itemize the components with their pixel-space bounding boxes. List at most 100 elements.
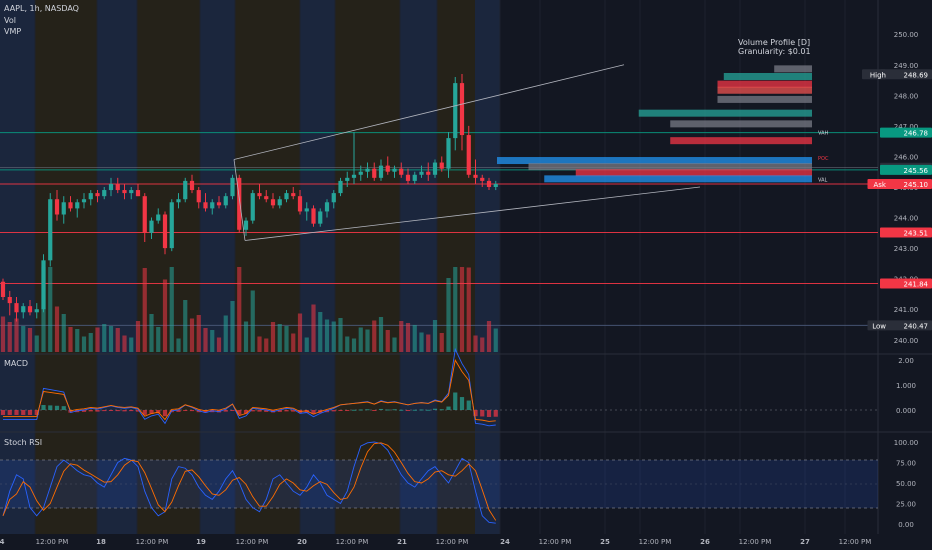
volume-bar [34,335,39,352]
candle-body [108,183,114,191]
volume-bar [351,338,357,352]
candle-body [61,202,66,215]
volume-profile-vah-label: VAH [818,131,829,137]
macd-histogram-bar [304,410,309,413]
candle-body [48,199,53,261]
macd-histogram-bar [250,410,255,412]
price-badge-value: 243.51 [904,230,929,238]
candle-body [419,171,424,175]
volume-bar [338,318,343,352]
volume-bar [81,336,87,352]
macd-tick-label: 2.00 [898,357,914,365]
volume-bar [176,338,181,352]
time-tick-label: 12:00 PM [839,538,872,546]
price-badge-label: Low [872,322,886,330]
macd-histogram-bar [149,410,154,414]
macd-histogram-bar [34,410,39,415]
volume-profile-bar [638,109,812,117]
candle-body [250,193,255,221]
time-tick-label: 12:00 PM [236,538,269,546]
price-badge [880,69,932,80]
macd-histogram-bar [88,410,93,412]
volume-bar [365,329,370,352]
volume-bar [169,267,174,352]
price-badge-value: 241.84 [904,281,929,289]
volume-bar [257,336,262,352]
candle-body [399,168,404,175]
volume-bar [372,320,377,352]
candle-body [318,211,323,224]
macd-histogram-bar [223,410,228,412]
trendline-upper [233,64,625,160]
macd-histogram-bar [61,406,66,410]
trendline-edge [233,159,246,241]
macd-histogram-bar [365,409,370,411]
stoch-rsi-label[interactable]: Stoch RSI [4,438,43,447]
volume-bar [419,332,424,352]
volume-bar [88,333,93,352]
macd-histogram-bar [466,400,471,410]
volume-bar [230,301,235,352]
volume-bar [270,322,276,352]
volume-bar [61,314,66,352]
candle-body [432,162,438,175]
macd-histogram-bar [493,410,498,417]
candle-body [459,83,465,136]
time-tick-label: 19 [196,538,206,546]
stoch-tick-label: 100.00 [894,439,919,447]
macd-histogram-bar [7,410,12,415]
symbol-title[interactable]: AAPL, 1h, NASDAQ [4,4,79,13]
candle-body [351,174,357,178]
macd-histogram-bar [331,410,336,412]
macd-histogram-bar [129,410,134,412]
price-tick-label: 250.00 [894,31,919,39]
session-shade [300,0,335,534]
time-tick-label: 18 [96,538,106,546]
volume-bar [405,323,411,352]
time-tick-label: 4 [0,538,5,546]
volume-bar [142,268,147,352]
candle-body [486,180,492,187]
candle-body [14,303,19,313]
macd-label[interactable]: MACD [4,359,28,368]
time-tick-label: 27 [800,538,810,546]
candle-body [243,220,249,230]
candle-body [311,208,316,224]
volume-bar [385,330,390,352]
macd-histogram-bar [412,409,417,411]
volume-profile-granularity: Granularity: $0.01 [738,47,811,56]
candle-body [102,190,107,197]
volume-bar [480,337,485,352]
price-badge-tag [862,69,886,80]
macd-histogram-bar [243,410,249,414]
macd-histogram-bar [102,410,107,412]
session-shade [475,0,500,534]
macd-histogram-bar [27,410,33,415]
vol-indicator-label[interactable]: Vol [4,16,16,25]
vmp-indicator-label[interactable]: VMP [4,27,22,36]
candle-body [203,202,208,209]
volume-bar [466,267,471,352]
macd-histogram-bar [399,409,404,411]
macd-histogram-bar [392,409,397,411]
macd-histogram-bar [81,410,87,412]
macd-histogram-bar [426,409,431,411]
price-badge-label: High [870,71,886,79]
macd-histogram-bar [345,410,350,411]
price-badge-value: 240.47 [904,322,929,330]
macd-histogram-bar [183,410,188,411]
candle-body [115,183,120,191]
session-shade [97,0,137,534]
volume-bar [318,312,323,352]
candle-body [237,177,242,230]
volume-bar [68,327,73,352]
volume-bar [237,267,242,352]
volume-bar [304,337,309,352]
volume-bar [115,328,120,352]
volume-profile-bar [717,95,812,103]
volume-bar [7,322,12,352]
volume-bar [426,334,431,352]
candle-body [297,196,303,212]
candle-body [122,190,127,194]
